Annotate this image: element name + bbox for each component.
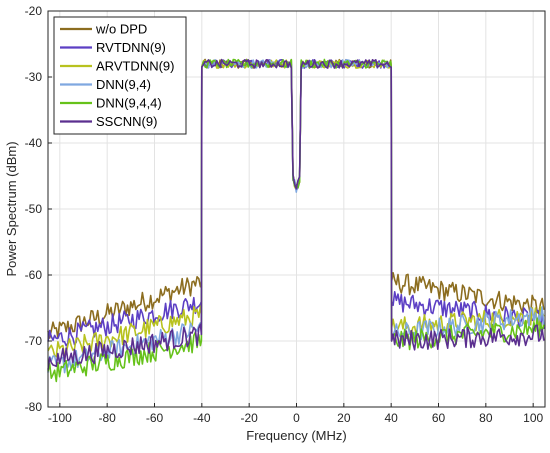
y-axis-title: Power Spectrum (dBm) — [4, 141, 19, 276]
series-lines — [47, 58, 545, 383]
x-tick-label: 0 — [293, 411, 300, 425]
x-tick-label: -60 — [146, 411, 164, 425]
x-tick-label: 60 — [432, 411, 446, 425]
x-tick-label: 80 — [479, 411, 493, 425]
legend-entry: ARVTDNN(9) — [96, 59, 175, 74]
y-tick-label: -50 — [25, 202, 43, 216]
y-tick-label: -40 — [25, 136, 43, 150]
legend-entry: DNN(9,4) — [96, 77, 151, 92]
legend-entry: w/o DPD — [95, 22, 147, 37]
y-tick-label: -30 — [25, 70, 43, 84]
x-tick-label: -40 — [193, 411, 211, 425]
y-tick-label: -80 — [25, 400, 43, 414]
tick-labels: -100 -80 -60 -40 -20 0 20 40 60 80 100 -80 -70 -60 -50… — [25, 4, 544, 425]
x-tick-label: -100 — [48, 411, 72, 425]
y-tick-label: -60 — [25, 268, 43, 282]
x-tick-label: -80 — [98, 411, 116, 425]
x-tick-label: 20 — [337, 411, 351, 425]
legend-entry: DNN(9,4,4) — [96, 96, 162, 111]
legend: w/o DPD RVTDNN(9) ARVTDNN(9) DNN(9,4) DNN(9,… — [53, 16, 187, 135]
x-axis-title: Frequency (MHz) — [246, 428, 346, 443]
legend-box — [53, 16, 187, 135]
x-tick-label: 100 — [523, 411, 543, 425]
x-tick-label: -20 — [240, 411, 258, 425]
y-tick-label: -70 — [25, 334, 43, 348]
legend-entry: RVTDNN(9) — [96, 40, 166, 55]
y-tick-label: -20 — [25, 4, 43, 18]
series-line — [47, 58, 545, 370]
legend-entry: SSCNN(9) — [96, 114, 157, 129]
x-tick-label: 40 — [384, 411, 398, 425]
